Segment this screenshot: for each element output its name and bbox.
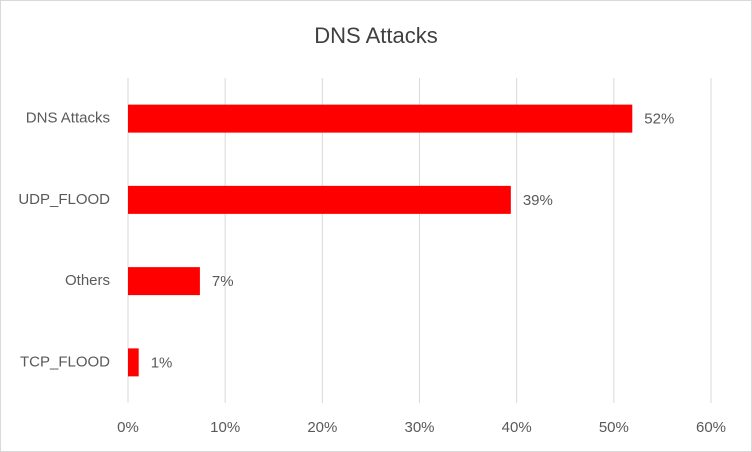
x-tick-label: 10% [210, 419, 240, 436]
x-tick-label: 30% [404, 419, 434, 436]
x-tick-label: 20% [307, 419, 337, 436]
y-tick-label: UDP_FLOOD [18, 191, 110, 208]
y-tick-label: TCP_FLOOD [20, 353, 110, 370]
bar [128, 185, 511, 214]
x-tick-label: 0% [117, 419, 139, 436]
data-label: 7% [212, 273, 234, 290]
data-label: 52% [644, 111, 674, 128]
bar [128, 104, 633, 133]
bar [128, 267, 200, 296]
chart-title: DNS Attacks [314, 23, 437, 48]
x-tick-label: 40% [502, 419, 532, 436]
y-tick-label: Others [65, 272, 110, 289]
y-tick-label: DNS Attacks [26, 110, 110, 127]
x-tick-label: 60% [696, 419, 726, 436]
bar [128, 348, 139, 377]
x-tick-label: 50% [599, 419, 629, 436]
data-label: 1% [151, 354, 173, 371]
data-label: 39% [523, 192, 553, 209]
